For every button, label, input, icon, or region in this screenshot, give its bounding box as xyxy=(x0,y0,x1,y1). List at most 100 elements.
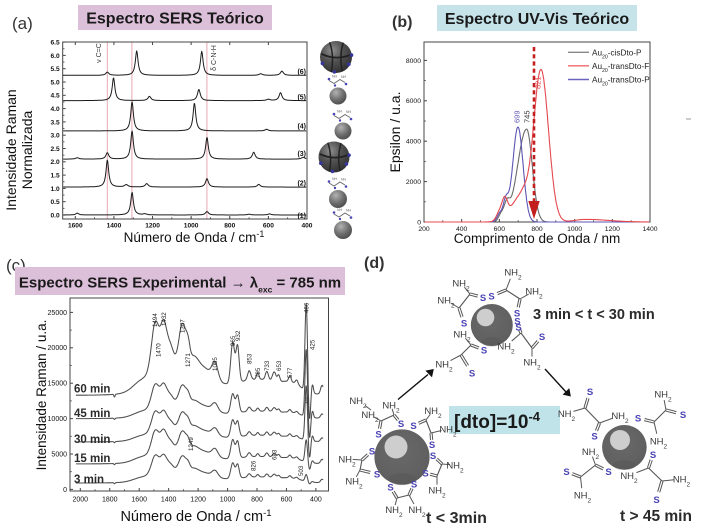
svg-text:577: 577 xyxy=(287,367,294,378)
svg-text:965: 965 xyxy=(230,335,237,346)
svg-text:ν C=C: ν C=C xyxy=(96,43,103,63)
svg-text:NH2: NH2 xyxy=(650,436,668,450)
svg-text:Normalizada: Normalizada xyxy=(19,110,35,189)
svg-text:733: 733 xyxy=(264,360,271,371)
svg-text:(d): (d) xyxy=(364,255,384,272)
svg-text:(b): (b) xyxy=(392,14,412,31)
svg-text:1200: 1200 xyxy=(605,226,620,233)
svg-text:NH2: NH2 xyxy=(582,447,600,461)
svg-text:1085: 1085 xyxy=(212,357,219,371)
svg-text:30 min: 30 min xyxy=(74,434,110,446)
svg-text:600: 600 xyxy=(281,497,293,504)
svg-text:δ C-N-H: δ C-N-H xyxy=(211,45,218,71)
svg-text:6.0: 6.0 xyxy=(51,53,60,60)
svg-text:NH2: NH2 xyxy=(408,505,426,519)
svg-text:5.5: 5.5 xyxy=(51,66,60,73)
svg-text:NH2: NH2 xyxy=(361,410,379,424)
svg-text:1400: 1400 xyxy=(642,226,657,233)
svg-text:1800: 1800 xyxy=(102,497,118,504)
svg-text:600: 600 xyxy=(263,223,274,230)
svg-text:NH2: NH2 xyxy=(654,389,672,403)
svg-text:932: 932 xyxy=(235,330,242,341)
svg-text:S: S xyxy=(591,432,597,443)
svg-text:745: 745 xyxy=(523,110,532,123)
svg-text:3 min < t < 30 min: 3 min < t < 30 min xyxy=(533,307,655,323)
svg-text:0.0: 0.0 xyxy=(51,212,60,219)
svg-text:800: 800 xyxy=(224,223,235,230)
svg-text:2.0: 2.0 xyxy=(51,159,60,166)
svg-text:NH2: NH2 xyxy=(349,396,367,410)
svg-text:Au20-cisDto-P: Au20-cisDto-P xyxy=(592,48,642,60)
svg-text:3.0: 3.0 xyxy=(51,133,60,140)
svg-text:(1): (1) xyxy=(297,213,306,220)
svg-text:NH2: NH2 xyxy=(424,406,442,420)
svg-text:[dto]=10-4: [dto]=10-4 xyxy=(454,409,541,434)
svg-text:NH2: NH2 xyxy=(345,476,363,490)
svg-text:NH2: NH2 xyxy=(446,460,464,474)
svg-text:60 min: 60 min xyxy=(74,384,110,396)
svg-text:683: 683 xyxy=(271,449,278,460)
svg-text:Au20-transDto-F: Au20-transDto-F xyxy=(592,62,649,74)
svg-text:1600: 1600 xyxy=(131,497,147,504)
svg-text:S: S xyxy=(387,483,393,494)
svg-text:t < 3min: t < 3min xyxy=(426,510,487,527)
svg-text:NH: NH xyxy=(346,110,352,114)
svg-text:NH2: NH2 xyxy=(523,357,541,371)
svg-text:0: 0 xyxy=(63,487,67,494)
svg-text:NH: NH xyxy=(341,75,347,79)
svg-text:1000: 1000 xyxy=(567,226,582,233)
svg-text:400: 400 xyxy=(456,226,468,233)
svg-text:826: 826 xyxy=(250,460,257,471)
svg-text:1600: 1600 xyxy=(68,223,83,230)
svg-text:S: S xyxy=(514,317,520,328)
svg-text:S: S xyxy=(514,309,520,320)
svg-text:(4): (4) xyxy=(297,124,306,131)
svg-text:795: 795 xyxy=(255,367,262,378)
svg-text:5.0: 5.0 xyxy=(51,79,60,86)
svg-text:20000: 20000 xyxy=(48,345,68,352)
svg-text:4.0: 4.0 xyxy=(51,106,60,113)
svg-text:Intensidade Raman / u.a.: Intensidade Raman / u.a. xyxy=(34,320,49,471)
svg-text:NH2: NH2 xyxy=(437,295,455,309)
svg-text:S: S xyxy=(481,346,487,357)
svg-text:S: S xyxy=(587,387,593,398)
svg-text:NH2: NH2 xyxy=(452,278,470,292)
svg-text:NH: NH xyxy=(332,75,338,79)
svg-text:600: 600 xyxy=(494,226,506,233)
svg-text:Comprimento de Onda / nm: Comprimento de Onda / nm xyxy=(454,231,621,246)
svg-text:1200: 1200 xyxy=(190,497,206,504)
svg-text:NH2: NH2 xyxy=(435,359,453,373)
svg-text:S: S xyxy=(539,332,545,343)
svg-text:S: S xyxy=(410,421,416,432)
svg-text:6.5: 6.5 xyxy=(51,40,60,47)
svg-text:800: 800 xyxy=(531,226,543,233)
svg-text:1494: 1494 xyxy=(152,313,159,327)
svg-text:S: S xyxy=(374,470,380,481)
svg-text:853: 853 xyxy=(246,353,253,364)
svg-text:(a): (a) xyxy=(12,14,33,33)
svg-text:NH2: NH2 xyxy=(439,424,457,438)
svg-text:S: S xyxy=(469,369,475,380)
svg-text:Espectro UV-Vis Teórico: Espectro UV-Vis Teórico xyxy=(445,11,630,28)
svg-text:5000: 5000 xyxy=(51,451,67,458)
svg-text:15000: 15000 xyxy=(48,381,68,388)
svg-text:1470: 1470 xyxy=(156,343,163,357)
svg-text:NH2: NH2 xyxy=(497,341,515,355)
svg-text:S: S xyxy=(480,293,486,304)
svg-text:1.5: 1.5 xyxy=(51,173,60,180)
svg-text:0: 0 xyxy=(417,219,421,226)
svg-text:(6): (6) xyxy=(297,69,306,76)
svg-text:466: 466 xyxy=(304,396,309,404)
svg-text:699: 699 xyxy=(513,110,522,123)
svg-text:503: 503 xyxy=(298,465,305,476)
svg-text:Au20-transDto-P: Au20-transDto-P xyxy=(592,76,650,88)
svg-text:0.5: 0.5 xyxy=(51,199,60,206)
svg-text:1400: 1400 xyxy=(161,497,177,504)
svg-text:45 min: 45 min xyxy=(74,408,110,420)
svg-text:NH2: NH2 xyxy=(453,329,471,343)
svg-text:NH2: NH2 xyxy=(504,267,522,281)
svg-text:S: S xyxy=(605,467,611,478)
svg-text:NH: NH xyxy=(332,177,338,181)
svg-text:(2): (2) xyxy=(297,181,306,188)
svg-text:1432: 1432 xyxy=(161,312,168,326)
